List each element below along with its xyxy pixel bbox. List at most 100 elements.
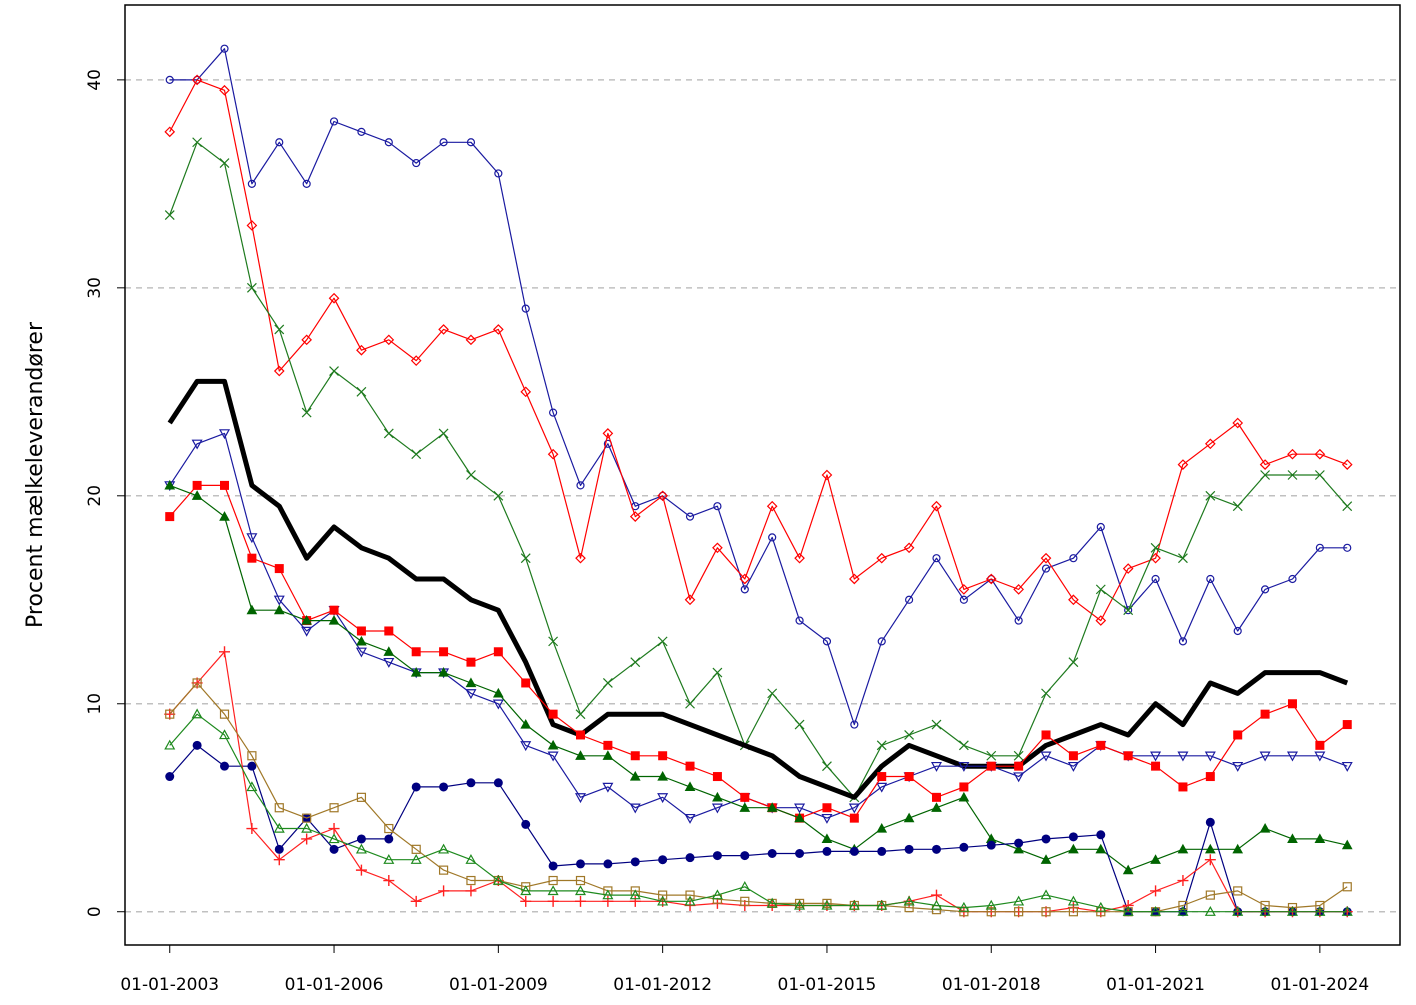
data-point (1315, 900, 1325, 911)
x-tick-label: 01-01-2006 (285, 975, 384, 995)
data-point (1314, 448, 1326, 460)
data-point (1343, 543, 1352, 552)
data-point (246, 282, 257, 293)
data-point (246, 781, 258, 792)
data-point (1040, 552, 1052, 564)
data-point (985, 899, 997, 910)
data-point (1150, 552, 1161, 564)
data-point (685, 512, 695, 521)
data-point (356, 792, 367, 802)
data-point (876, 899, 888, 910)
data-point (740, 851, 750, 861)
data-point (1150, 751, 1162, 762)
data-point (766, 897, 778, 908)
data-point (1178, 553, 1188, 564)
data-point (1286, 905, 1298, 916)
data-point (246, 604, 258, 615)
data-point (1206, 574, 1215, 584)
data-point (1013, 895, 1025, 906)
data-point (547, 739, 559, 750)
data-point (684, 895, 696, 906)
data-point (1232, 761, 1244, 772)
data-point (658, 491, 667, 500)
x-tick-label: 01-01-2009 (449, 975, 548, 995)
data-point (328, 823, 340, 835)
data-point (1315, 543, 1324, 552)
data-point (602, 428, 614, 439)
data-point (438, 667, 449, 677)
data-point (438, 428, 449, 439)
data-point (301, 822, 313, 833)
data-point (165, 512, 175, 522)
data-point (905, 595, 914, 604)
data-point (821, 469, 833, 481)
data-point (1096, 830, 1106, 840)
data-point (191, 439, 203, 450)
data-point (1013, 772, 1025, 783)
data-point (247, 761, 257, 771)
data-point (630, 857, 640, 867)
data-point (191, 490, 203, 500)
data-point (1178, 900, 1188, 911)
data-point (165, 709, 175, 719)
data-point (547, 885, 559, 896)
data-point (685, 890, 695, 900)
data-point (492, 874, 504, 885)
y-tick-label: 0 (85, 906, 105, 917)
data-point (877, 637, 886, 646)
data-point (986, 750, 997, 761)
data-point (412, 158, 421, 168)
data-point (1177, 751, 1189, 762)
data-point (274, 564, 284, 574)
data-point (575, 730, 585, 740)
data-point (1177, 905, 1189, 916)
data-point (329, 366, 339, 376)
data-point (958, 761, 970, 772)
data-point (494, 169, 503, 178)
data-point (356, 386, 367, 397)
data-point (1342, 882, 1352, 892)
data-point (383, 853, 395, 864)
data-point (903, 542, 915, 554)
data-point (1041, 907, 1051, 917)
data-point (356, 635, 367, 646)
data-point (877, 772, 887, 782)
data-point (602, 782, 614, 793)
data-point (603, 740, 613, 750)
data-point (931, 500, 942, 512)
data-point (986, 840, 996, 850)
data-point (932, 554, 941, 563)
data-point (958, 791, 970, 802)
data-point (438, 843, 450, 854)
data-point (684, 813, 696, 824)
data-point (877, 846, 887, 856)
data-point (821, 813, 833, 824)
data-point (328, 292, 340, 304)
data-point (1204, 843, 1216, 854)
data-point (1205, 817, 1215, 827)
data-point (1205, 490, 1216, 501)
data-point (1122, 864, 1134, 875)
data-point (766, 500, 778, 512)
data-point (218, 729, 231, 740)
data-point (794, 899, 806, 910)
data-point (848, 899, 860, 910)
data-point (302, 179, 311, 188)
data-point (275, 138, 284, 147)
data-point (1204, 854, 1216, 866)
data-point (356, 344, 367, 356)
data-point (220, 44, 229, 53)
series (164, 74, 1353, 626)
data-point (876, 552, 888, 564)
data-point (1067, 895, 1079, 906)
data-point (355, 864, 367, 876)
data-point (629, 889, 641, 900)
data-point (904, 730, 915, 740)
data-point (411, 647, 421, 657)
data-point (739, 802, 751, 812)
data-point (794, 719, 805, 730)
data-point (794, 812, 805, 823)
data-point (466, 778, 476, 788)
data-point (739, 573, 751, 585)
